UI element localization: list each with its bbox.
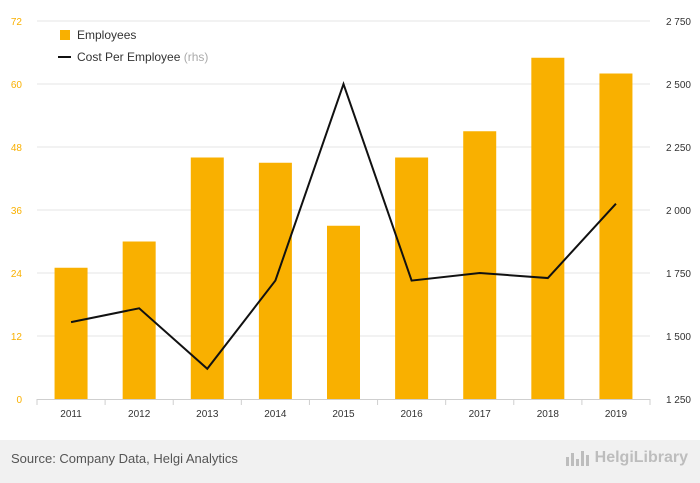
left-tick-label: 72 xyxy=(11,17,23,28)
bar-2013 xyxy=(190,157,224,399)
brand-name: HelgiLibrary xyxy=(594,449,688,466)
right-tick-label: 1 750 xyxy=(666,269,691,280)
right-tick-label: 1 500 xyxy=(666,332,691,343)
left-tick-label: 12 xyxy=(11,332,23,343)
left-tick-label: 36 xyxy=(11,206,23,217)
right-tick-label: 1 250 xyxy=(666,395,691,406)
left-axis: 0 12 24 36 48 60 72 xyxy=(11,17,23,406)
left-tick-label: 60 xyxy=(11,80,23,91)
right-tick-label: 2 250 xyxy=(666,143,691,154)
legend-employees-swatch xyxy=(60,30,70,40)
bar-2015 xyxy=(327,225,360,399)
left-tick-label: 48 xyxy=(11,143,23,154)
right-tick-label: 2 750 xyxy=(666,17,691,28)
x-tick-label: 2014 xyxy=(264,409,287,420)
x-tick-label: 2013 xyxy=(196,409,219,420)
source-note: Source: Company Data, Helgi Analytics xyxy=(11,451,238,466)
left-tick-label: 0 xyxy=(16,395,22,406)
legend: Employees Cost Per Employee (rhs) xyxy=(58,28,208,64)
bar-2017 xyxy=(463,131,497,399)
bar-2012 xyxy=(122,241,156,399)
brand-logo[interactable]: HelgiLibrary xyxy=(565,449,688,467)
x-tick-label: 2011 xyxy=(60,409,82,420)
employee-bars xyxy=(54,57,633,399)
right-tick-label: 2 000 xyxy=(666,206,691,217)
x-tick-label: 2015 xyxy=(332,409,355,420)
cost-line xyxy=(70,80,617,371)
x-tick-label: 2012 xyxy=(128,409,151,420)
legend-employees-label: Employees xyxy=(77,28,136,42)
bar-2019 xyxy=(599,73,633,399)
x-tick-label: 2018 xyxy=(537,409,560,420)
x-tick-label: 2017 xyxy=(469,409,492,420)
bar-2018 xyxy=(531,57,565,399)
right-tick-label: 2 500 xyxy=(666,80,691,91)
helgi-library-icon xyxy=(565,451,589,466)
bar-2011 xyxy=(54,267,88,399)
legend-rhs-suffix: (rhs) xyxy=(184,50,209,64)
x-tick-label: 2019 xyxy=(605,409,628,420)
left-tick-label: 24 xyxy=(11,269,23,280)
legend-cost-label: Cost Per Employee (rhs) xyxy=(77,50,208,64)
x-tick-label: 2016 xyxy=(400,409,423,420)
combo-chart: 2011 2012 2013 2014 2015 2016 2017 2018 2019 0 12… xyxy=(11,17,692,420)
right-axis: 1 250 1 500 1 750 2 000 2 250 2 500 2 750 xyxy=(666,17,691,406)
x-axis: 2011 2012 2013 2014 2015 2016 2017 2018 2019 xyxy=(36,399,651,420)
